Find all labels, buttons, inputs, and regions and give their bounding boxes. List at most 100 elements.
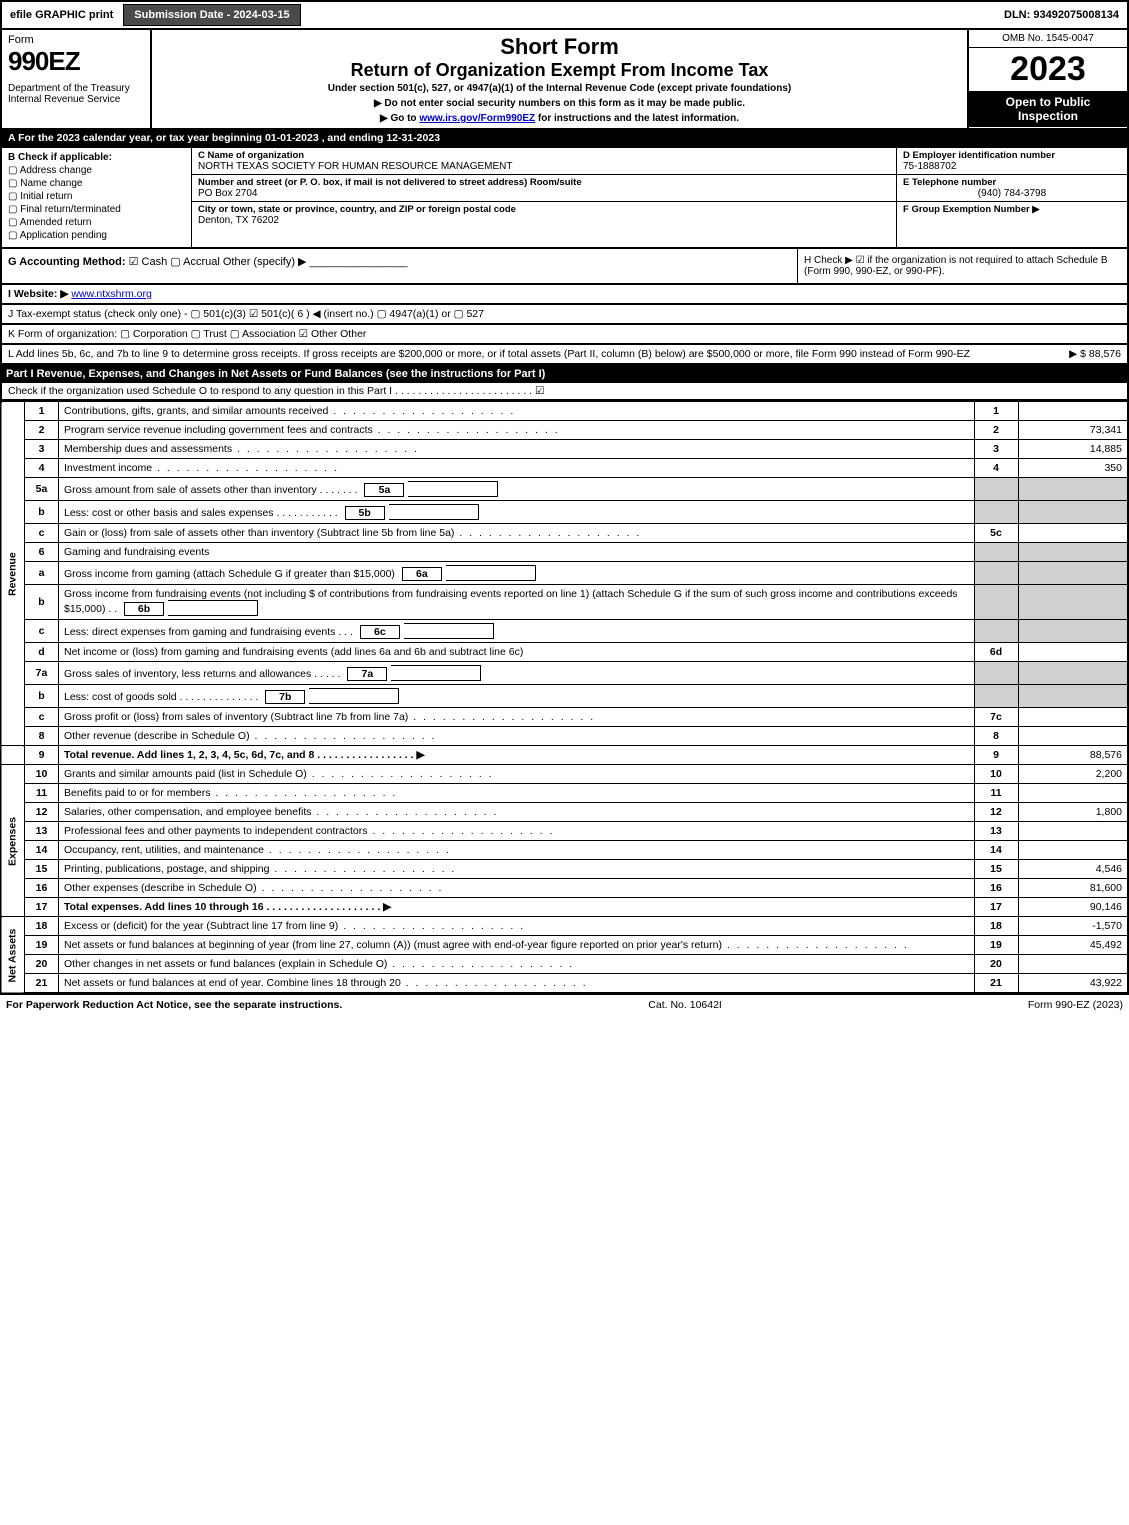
- g-label: G Accounting Method:: [8, 256, 126, 268]
- table-row: c Gross profit or (loss) from sales of i…: [1, 708, 1128, 727]
- table-row: b Less: cost of goods sold . . . . . . .…: [1, 685, 1128, 708]
- table-row: 20 Other changes in net assets or fund b…: [1, 955, 1128, 974]
- title-short-form: Short Form: [158, 34, 961, 60]
- g-accounting-method: G Accounting Method: ☑ Cash ▢ Accrual Ot…: [2, 249, 797, 283]
- dept-label: Department of the Treasury Internal Reve…: [8, 83, 144, 105]
- l-text: L Add lines 5b, 6c, and 7b to line 9 to …: [8, 348, 970, 360]
- phone-value: (940) 784-3798: [903, 188, 1121, 199]
- side-label-revenue: Revenue: [1, 402, 25, 746]
- table-row: c Gain or (loss) from sale of assets oth…: [1, 524, 1128, 543]
- table-row: c Less: direct expenses from gaming and …: [1, 620, 1128, 643]
- c-city-label: City or town, state or province, country…: [198, 204, 890, 215]
- table-row: 14 Occupancy, rent, utilities, and maint…: [1, 841, 1128, 860]
- table-row: Expenses 10 Grants and similar amounts p…: [1, 765, 1128, 784]
- title-return: Return of Organization Exempt From Incom…: [158, 60, 961, 81]
- header-center: Short Form Return of Organization Exempt…: [152, 30, 967, 128]
- org-name: NORTH TEXAS SOCIETY FOR HUMAN RESOURCE M…: [198, 161, 890, 172]
- b-label: B Check if applicable:: [8, 152, 185, 163]
- table-row: Net Assets 18 Excess or (deficit) for th…: [1, 917, 1128, 936]
- row-a-tax-year: A For the 2023 calendar year, or tax yea…: [0, 130, 1129, 148]
- checkbox-initial-return[interactable]: ▢ Initial return: [8, 191, 185, 202]
- side-label-expenses: Expenses: [1, 765, 25, 917]
- checkbox-application-pending[interactable]: ▢ Application pending: [8, 230, 185, 241]
- row-l-gross-receipts: L Add lines 5b, 6c, and 7b to line 9 to …: [0, 345, 1129, 365]
- lines-table: Revenue 1 Contributions, gifts, grants, …: [0, 401, 1129, 994]
- part-1-header: Part I Revenue, Expenses, and Changes in…: [0, 365, 1129, 383]
- table-row: 16 Other expenses (describe in Schedule …: [1, 879, 1128, 898]
- checkbox-name-change[interactable]: ▢ Name change: [8, 178, 185, 189]
- top-bar: efile GRAPHIC print Submission Date - 20…: [0, 0, 1129, 28]
- side-label-net-assets: Net Assets: [1, 917, 25, 994]
- omb-number: OMB No. 1545-0047: [969, 30, 1127, 48]
- table-row: 12 Salaries, other compensation, and emp…: [1, 803, 1128, 822]
- line2-post: for instructions and the latest informat…: [535, 113, 739, 124]
- line-box: 1: [974, 402, 1018, 421]
- submission-date-button[interactable]: Submission Date - 2024-03-15: [123, 4, 300, 26]
- column-c-org-info: C Name of organization NORTH TEXAS SOCIE…: [192, 148, 897, 247]
- form-number: 990EZ: [8, 46, 144, 77]
- g-cash[interactable]: ☑ Cash: [129, 256, 168, 268]
- checkbox-address-change[interactable]: ▢ Address change: [8, 165, 185, 176]
- line-num: 1: [25, 402, 59, 421]
- row-i-website: I Website: ▶ www.ntxshrm.org: [0, 285, 1129, 305]
- table-row: 17 Total expenses. Add lines 10 through …: [1, 898, 1128, 917]
- table-row: 8 Other revenue (describe in Schedule O)…: [1, 727, 1128, 746]
- part-1-title: Part I Revenue, Expenses, and Changes in…: [6, 368, 545, 380]
- column-b-checkboxes: B Check if applicable: ▢ Address change …: [2, 148, 192, 247]
- header-right: OMB No. 1545-0047 2023 Open to Public In…: [967, 30, 1127, 128]
- table-row: 6 Gaming and fundraising events: [1, 543, 1128, 562]
- table-row: 15 Printing, publications, postage, and …: [1, 860, 1128, 879]
- table-row: 2 Program service revenue including gove…: [1, 421, 1128, 440]
- h-schedule-b: H Check ▶ ☑ if the organization is not r…: [797, 249, 1127, 283]
- instruction-line-2: ▶ Go to www.irs.gov/Form990EZ for instru…: [158, 113, 961, 124]
- c-addr-label: Number and street (or P. O. box, if mail…: [198, 177, 890, 188]
- g-accrual[interactable]: ▢ Accrual: [170, 256, 220, 268]
- subtitle: Under section 501(c), 527, or 4947(a)(1)…: [158, 83, 961, 94]
- part-1-schedule-o-check: Check if the organization used Schedule …: [0, 383, 1129, 401]
- tax-year: 2023: [969, 48, 1127, 91]
- l-amount: ▶ $ 88,576: [1069, 348, 1121, 360]
- line-desc: Contributions, gifts, grants, and simila…: [59, 402, 975, 421]
- instruction-line-1: ▶ Do not enter social security numbers o…: [158, 98, 961, 109]
- footer-form-ref: Form 990-EZ (2023): [1028, 999, 1123, 1011]
- form-header: Form 990EZ Department of the Treasury In…: [0, 28, 1129, 130]
- checkbox-amended-return[interactable]: ▢ Amended return: [8, 217, 185, 228]
- form-label: Form: [8, 34, 144, 46]
- org-city: Denton, TX 76202: [198, 215, 890, 226]
- footer-cat-no: Cat. No. 10642I: [342, 999, 1028, 1011]
- efile-label: efile GRAPHIC print: [2, 5, 121, 25]
- checkbox-final-return[interactable]: ▢ Final return/terminated: [8, 204, 185, 215]
- dln-label: DLN: 93492075008134: [996, 5, 1127, 25]
- table-row: 21 Net assets or fund balances at end of…: [1, 974, 1128, 994]
- table-row: Revenue 1 Contributions, gifts, grants, …: [1, 402, 1128, 421]
- row-gh: G Accounting Method: ☑ Cash ▢ Accrual Ot…: [0, 249, 1129, 285]
- irs-link[interactable]: www.irs.gov/Form990EZ: [419, 113, 535, 124]
- table-row: b Less: cost or other basis and sales ex…: [1, 501, 1128, 524]
- column-d-ein-phone: D Employer identification number 75-1888…: [897, 148, 1127, 247]
- line2-pre: ▶ Go to: [380, 113, 419, 124]
- table-row: 19 Net assets or fund balances at beginn…: [1, 936, 1128, 955]
- open-to-public: Open to Public Inspection: [969, 91, 1127, 127]
- f-group-label: F Group Exemption Number ▶: [903, 204, 1121, 215]
- table-row: 13 Professional fees and other payments …: [1, 822, 1128, 841]
- ein-value: 75-1888702: [903, 161, 1121, 172]
- section-bcdef: B Check if applicable: ▢ Address change …: [0, 148, 1129, 249]
- table-row: 3 Membership dues and assessments 3 14,8…: [1, 440, 1128, 459]
- g-other[interactable]: Other (specify) ▶: [223, 256, 307, 268]
- line-amt: [1018, 402, 1128, 421]
- row-k-form-of-org: K Form of organization: ▢ Corporation ▢ …: [0, 325, 1129, 345]
- table-row: d Net income or (loss) from gaming and f…: [1, 643, 1128, 662]
- website-link[interactable]: www.ntxshrm.org: [71, 288, 152, 300]
- i-label: I Website: ▶: [8, 288, 68, 300]
- c-name-label: C Name of organization: [198, 150, 890, 161]
- page-footer: For Paperwork Reduction Act Notice, see …: [0, 994, 1129, 1015]
- table-row: a Gross income from gaming (attach Sched…: [1, 562, 1128, 585]
- e-phone-label: E Telephone number: [903, 177, 1121, 188]
- org-address: PO Box 2704: [198, 188, 890, 199]
- table-row: 7a Gross sales of inventory, less return…: [1, 662, 1128, 685]
- header-left: Form 990EZ Department of the Treasury In…: [2, 30, 152, 128]
- table-row: 5a Gross amount from sale of assets othe…: [1, 478, 1128, 501]
- table-row: 11 Benefits paid to or for members 11: [1, 784, 1128, 803]
- footer-paperwork: For Paperwork Reduction Act Notice, see …: [6, 999, 342, 1011]
- d-ein-label: D Employer identification number: [903, 150, 1121, 161]
